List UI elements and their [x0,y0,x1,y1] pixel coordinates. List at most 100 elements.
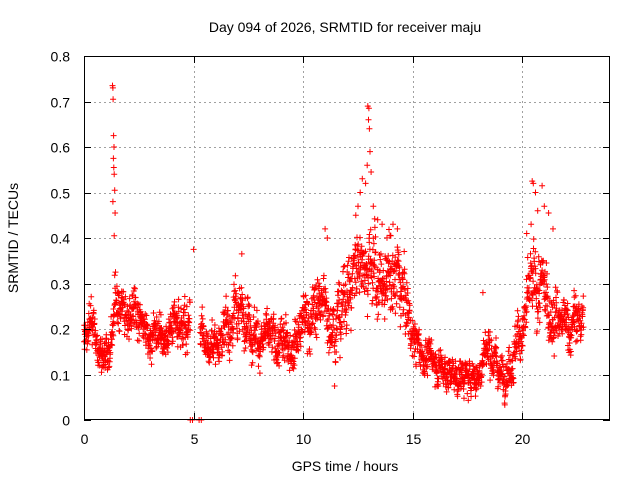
data-point [295,347,302,354]
data-point [209,317,216,323]
data-point [180,312,187,319]
data-point [401,248,408,255]
data-point [343,306,350,313]
data-point [222,336,229,343]
data-point [223,293,230,300]
data-point [391,283,398,290]
data-point [282,311,289,318]
x-tick-label: 10 [296,431,312,447]
data-point [290,365,297,372]
data-point [465,397,472,404]
data-point [546,319,553,326]
data-point [530,278,537,285]
data-point [529,297,536,304]
axis-ticks [84,56,610,421]
data-point [144,322,151,328]
data-point [495,383,502,390]
data-point [532,270,539,277]
data-point [366,125,373,132]
data-points [81,82,587,423]
data-point [126,336,132,343]
data-point [396,264,403,271]
data-point [370,203,377,210]
data-point [405,297,412,304]
data-point [367,226,374,233]
data-point [309,320,316,327]
data-point [168,325,175,332]
data-point [370,240,377,247]
data-point [342,281,349,288]
data-point [297,343,304,350]
data-point [88,293,95,300]
data-point [337,319,344,326]
data-point [185,322,192,329]
data-point [324,235,331,241]
data-point [494,360,501,367]
data-point [443,388,450,395]
data-point [291,355,298,362]
data-point [242,333,249,340]
data-point [180,342,186,348]
data-point [335,300,342,307]
data-point [134,300,141,307]
data-point [256,370,263,377]
data-point [246,302,253,309]
data-point [381,289,388,296]
data-point [283,334,290,341]
data-point [476,379,483,386]
data-point [544,270,550,277]
data-point [365,280,372,287]
data-point [424,363,431,370]
data-point [375,311,382,318]
data-point [364,162,371,169]
data-point [364,291,371,298]
data-point [111,144,117,150]
data-point [110,155,117,162]
data-point [580,324,587,331]
data-point [470,363,477,370]
data-point [361,249,368,256]
data-point [470,373,477,380]
data-point [277,328,284,335]
data-point [386,282,393,289]
data-point [485,346,492,353]
data-point [411,321,418,327]
data-point [271,335,278,342]
data-point [134,337,141,344]
data-point [436,347,442,354]
data-point [200,323,207,330]
data-point [116,328,123,335]
data-point [393,300,400,307]
data-point [204,339,211,346]
data-point [463,361,470,368]
data-point [509,365,516,372]
y-tick-label: 0.6 [51,140,71,156]
data-point [527,250,534,257]
data-point [447,380,454,387]
data-point [523,308,530,315]
data-point [580,293,587,300]
data-point [315,280,322,287]
data-point [364,313,371,320]
data-point [291,327,298,333]
data-point [339,323,345,330]
data-point [198,312,205,319]
data-point [132,294,139,301]
data-point [155,318,162,325]
data-point [109,198,116,205]
data-point [315,305,322,311]
data-point [122,293,129,300]
data-point [520,331,527,338]
data-point [260,344,267,351]
data-point [371,215,378,222]
data-point [92,327,99,334]
data-point [125,327,132,334]
data-point [90,324,96,331]
y-tick-label: 0.4 [51,231,71,247]
data-point [232,272,239,279]
data-point [249,349,256,356]
data-point [543,289,549,296]
data-point [403,319,410,326]
data-point [233,290,240,297]
